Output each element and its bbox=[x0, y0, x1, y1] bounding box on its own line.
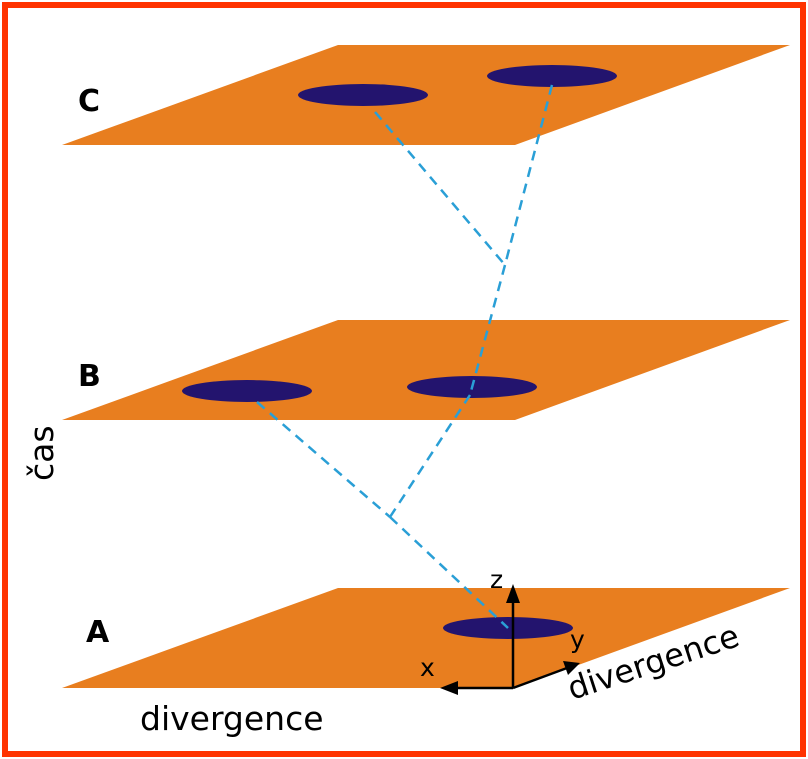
path-b-right-to-junction-lower bbox=[388, 394, 472, 518]
plane-label-b: B bbox=[78, 359, 101, 394]
plane-label-a: A bbox=[86, 615, 110, 650]
ellipse-c-right bbox=[487, 65, 617, 87]
path-c-right-to-junction-upper bbox=[503, 84, 554, 266]
z-axis-arrow bbox=[506, 584, 520, 603]
ellipse-b-left bbox=[182, 380, 312, 402]
horizontal-divergence-label: divergence bbox=[140, 699, 324, 738]
time-axis-label: čas bbox=[22, 425, 61, 481]
plane-label-c: C bbox=[78, 84, 100, 119]
z-axis-label: z bbox=[490, 565, 503, 594]
x-axis-label: x bbox=[420, 653, 435, 682]
axes-group bbox=[440, 584, 580, 695]
plane-a bbox=[62, 588, 790, 688]
x-axis-arrow bbox=[440, 681, 458, 695]
y-axis-arrow bbox=[563, 661, 580, 675]
path-junction-upper-to-b-right bbox=[468, 264, 507, 396]
y-axis-line bbox=[512, 666, 568, 690]
y-axis-label: y bbox=[570, 625, 585, 654]
ellipse-c-left bbox=[298, 84, 428, 106]
path-b-left-to-junction-lower bbox=[256, 401, 391, 518]
lineage-paths bbox=[256, 84, 554, 629]
